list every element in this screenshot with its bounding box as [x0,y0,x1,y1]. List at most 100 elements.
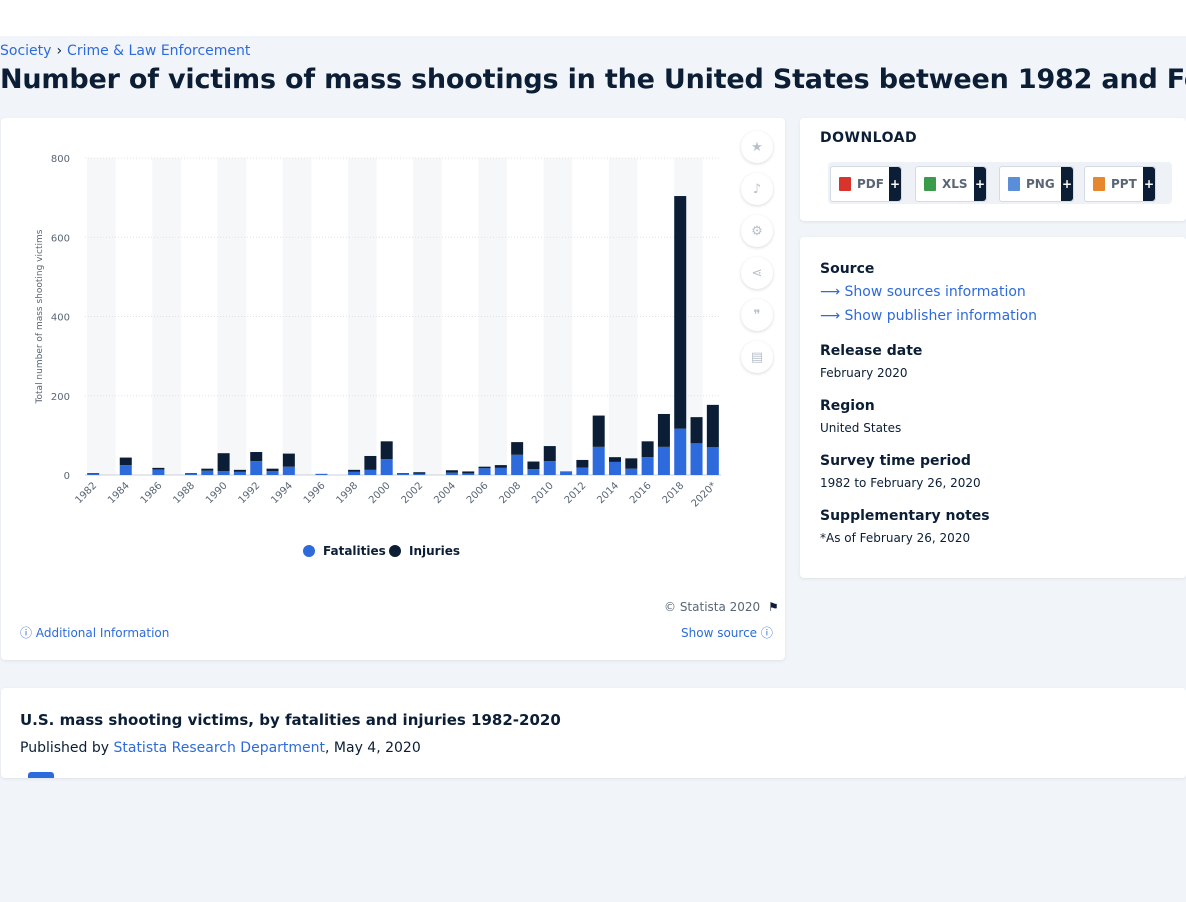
legend-injuries-label: Injuries [409,544,460,558]
x-tick-label: 1990 [204,480,230,506]
breadcrumb-society[interactable]: Society [0,43,52,59]
bar-fatalities [609,461,621,475]
ppt-file-icon [1093,177,1105,191]
additional-info-link[interactable]: ⓘ Additional Information [20,624,169,641]
x-tick-label: 2006 [465,480,491,506]
png-label: PNG [1026,177,1055,191]
bar-fatalities [348,471,361,475]
bar-fatalities [690,443,703,475]
show-source-label: Show source [681,626,758,640]
share-icon[interactable]: ⋖ [741,257,773,289]
show-publisher-link[interactable]: ⟶ Show publisher information [820,308,1037,324]
gear-icon[interactable]: ⚙ [741,215,773,247]
breadcrumb: Society › Crime & Law Enforcement [0,43,250,59]
bar-fatalities [201,470,214,475]
bar-fatalities [250,461,263,475]
y-axis-label: Total number of mass shooting victims [35,229,45,404]
chart-copyright[interactable]: © Statista 2020 ⚑ [664,600,779,614]
flag-icon: ⚑ [768,600,779,614]
show-sources-label: Show sources information [844,284,1026,300]
x-tick-label: 2008 [497,480,523,506]
bar-injuries [511,442,524,455]
bar-injuries [445,470,458,473]
release-value: February 2020 [820,366,908,380]
bar-injuries [706,404,719,448]
x-tick-label: 2012 [563,480,589,506]
download-xls-button[interactable]: XLS + [915,166,987,202]
bar-injuries [543,446,556,462]
region-value: United States [820,421,902,435]
copyright-text: © Statista 2020 [664,600,761,614]
star-icon[interactable]: ★ [741,131,773,163]
download-pdf-button[interactable]: PDF + [830,166,902,202]
y-tick-label: 400 [51,313,70,324]
bar-injuries [282,453,295,467]
show-source-link[interactable]: Show source ⓘ [681,624,773,641]
bell-icon[interactable]: ♪ [741,173,773,205]
x-tick-label: 2000 [367,480,393,506]
x-tick-label: 2018 [661,480,687,506]
legend-injuries[interactable]: Injuries [389,544,460,558]
y-tick-label: 600 [51,233,70,244]
supplementary-notes-value: *As of February 26, 2020 [820,531,971,545]
bar-fatalities [478,468,491,475]
quote-icon[interactable]: ❞ [741,299,773,331]
download-ppt-button[interactable]: PPT + [1084,166,1156,202]
breadcrumb-crime[interactable]: Crime & Law Enforcement [67,43,251,59]
legend-fatalities[interactable]: Fatalities [303,544,386,558]
x-tick-label: 1992 [237,480,263,506]
x-tick-label: 1994 [269,480,295,506]
bar-injuries [413,472,426,474]
ppt-label: PPT [1111,177,1137,191]
bar-injuries [152,467,165,470]
bar-injuries [462,471,475,474]
bar-fatalities [560,471,573,475]
print-icon[interactable]: ▤ [741,341,773,373]
bar-fatalities [282,466,295,475]
download-png-button[interactable]: PNG + [999,166,1074,202]
xls-label: XLS [942,177,968,191]
bar-injuries [641,441,654,458]
y-tick-label: 200 [51,392,70,403]
publish-date: , May 4, 2020 [325,740,421,756]
bar-fatalities [87,473,100,475]
bar-injuries [657,413,670,447]
y-tick-label: 800 [51,154,70,165]
bar-fatalities [266,471,279,475]
bar-fatalities [119,465,132,475]
arrow-right-icon: ⟶ [820,284,841,300]
show-sources-link[interactable]: ⟶ Show sources information [820,284,1026,300]
fatalities-dot-icon [303,545,315,557]
bar-fatalities [511,454,524,475]
info-card: Source ⟶ Show sources information ⟶ Show… [800,237,1186,578]
supplementary-notes-label: Supplementary notes [820,508,990,524]
bar-injuries [609,457,621,462]
x-tick-label: 1998 [334,480,360,506]
download-strip: PDF + XLS + PNG + PPT + [828,162,1172,204]
bar-injuries [380,441,393,460]
bar-injuries [217,453,230,472]
bar-fatalities [445,472,458,475]
plus-icon: + [889,167,901,201]
survey-period-label: Survey time period [820,453,971,469]
chart-svg: 0 200 400 600 800 Total number of mass shooti… [35,154,721,510]
x-tick-label: 1996 [302,480,328,506]
release-label: Release date [820,343,923,359]
survey-period-value: 1982 to February 26, 2020 [820,476,981,490]
bar-fatalities [657,446,670,475]
bar-injuries [576,459,589,468]
bar-injuries [674,196,687,429]
source-label: Source [820,261,875,277]
bar-injuries [478,466,491,469]
bar-fatalities [592,446,605,475]
plot-band [543,158,573,475]
bar-injuries [364,455,377,470]
bar-injuries [250,452,263,462]
bar-injuries [625,458,638,469]
bar-fatalities [233,471,246,475]
publisher-link[interactable]: Statista Research Department [113,740,326,756]
plus-icon: + [1143,167,1155,201]
show-publisher-label: Show publisher information [844,308,1037,324]
related-title[interactable]: U.S. mass shooting victims, by fatalitie… [20,711,561,729]
x-tick-label: 2020* [690,480,719,509]
